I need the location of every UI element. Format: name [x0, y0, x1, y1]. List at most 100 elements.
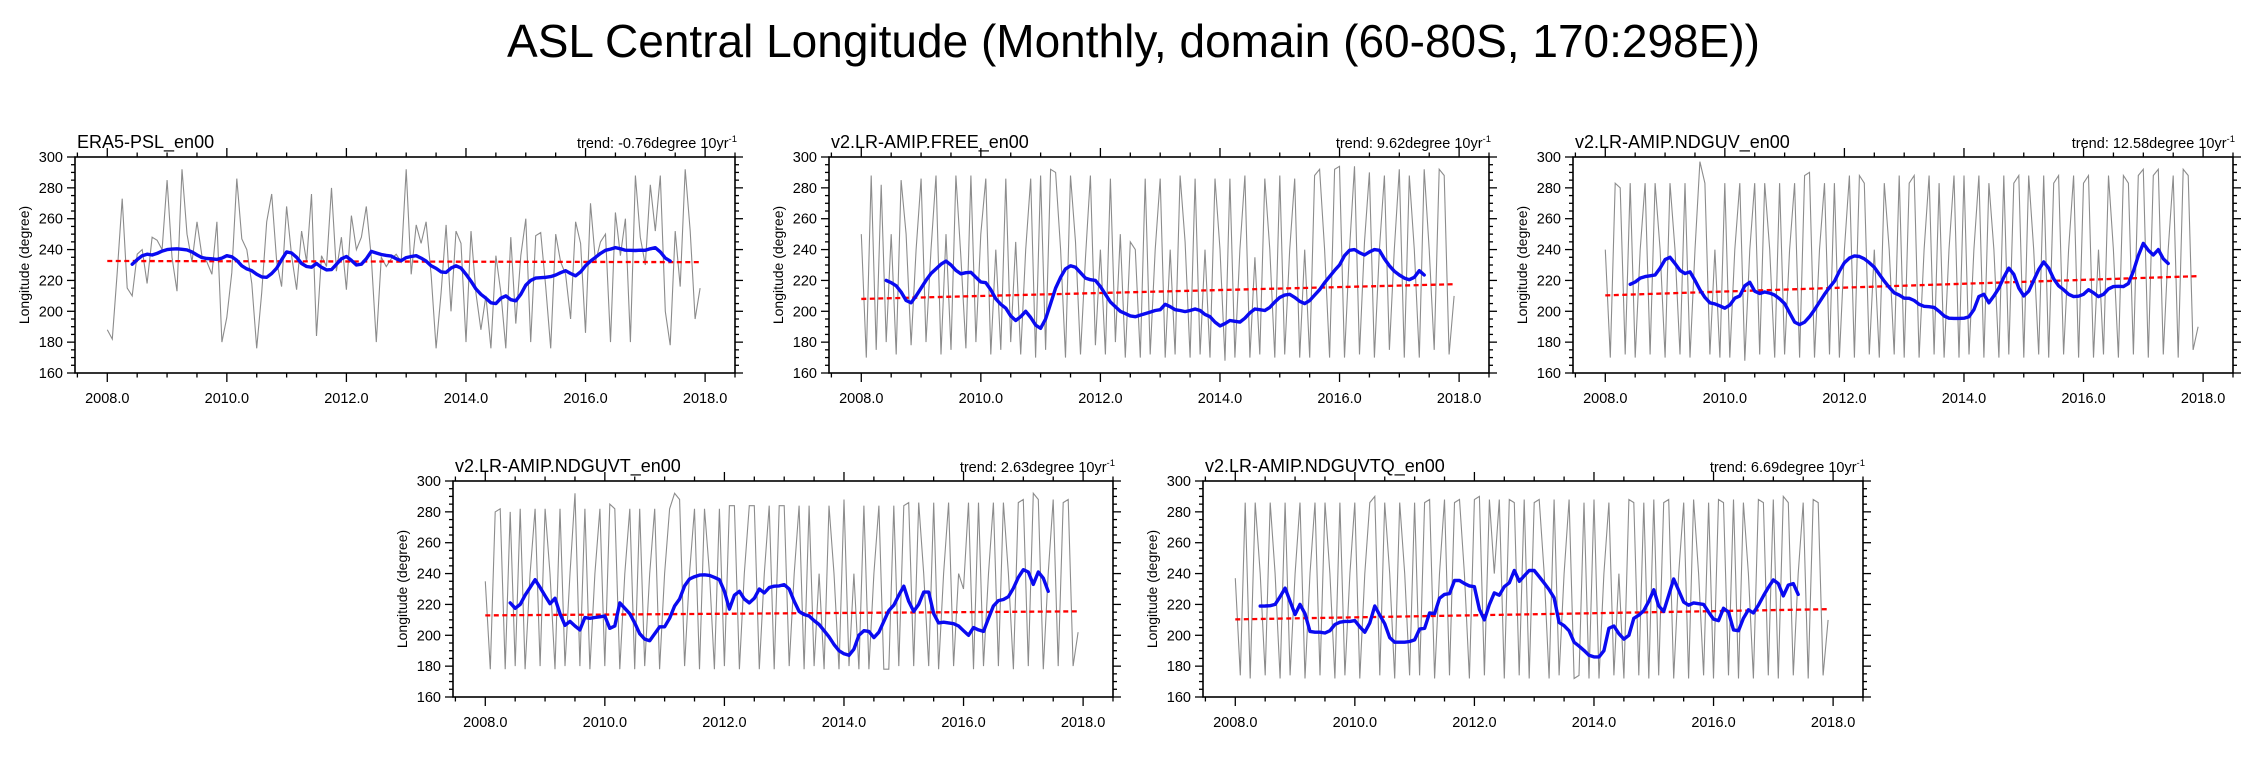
y-tick-label: 260 [39, 212, 63, 228]
x-tick-label: 2014.0 [1572, 715, 1616, 731]
smoothed-line [1258, 568, 1800, 659]
axis-ticks [445, 472, 1121, 706]
y-axis-label: Longitude (degree) [770, 206, 786, 324]
panel-title: v2.LR-AMIP.NDGUVT_en00 [455, 456, 681, 477]
y-tick-label: 220 [793, 273, 817, 289]
y-tick-label: 260 [1537, 212, 1561, 228]
monthly-line [860, 165, 1455, 361]
trend-line [485, 610, 1079, 617]
y-tick-label: 160 [793, 366, 817, 382]
monthly-line [484, 491, 1079, 670]
y-tick-label: 240 [39, 243, 63, 259]
x-tick-label: 2012.0 [1452, 715, 1496, 731]
x-tick-label: 2008.0 [85, 391, 129, 407]
panel-v2.LR-AMIP.FREE_en00: 160 180 200 220 240 260 280 300 2008.0 2010.0 2012… [770, 132, 1497, 407]
x-tick-label: 2018.0 [1061, 715, 1105, 731]
x-tick-label: 2012.0 [1078, 391, 1122, 407]
x-tick-label: 2008.0 [839, 391, 883, 407]
x-tick-label: 2016.0 [941, 715, 985, 731]
y-tick-label: 180 [39, 335, 63, 351]
x-tick-label: 2014.0 [444, 391, 488, 407]
y-tick-label: 260 [793, 212, 817, 228]
y-tick-label: 240 [1537, 243, 1561, 259]
y-axis-label: Longitude (degree) [16, 206, 32, 324]
y-axis-label: Longitude (degree) [1144, 530, 1160, 648]
y-tick-label: 200 [39, 304, 63, 320]
y-tick-label: 280 [39, 181, 63, 197]
panel-v2.LR-AMIP.NDGUVTQ_en00: 160 180 200 220 240 260 280 300 2008.0 2010.0 2012… [1144, 456, 1871, 731]
y-tick-label: 300 [1537, 150, 1561, 166]
axis-ticks [821, 148, 1497, 382]
y-tick-label: 280 [793, 181, 817, 197]
y-tick-label: 200 [1537, 304, 1561, 320]
y-tick-label: 220 [1167, 597, 1191, 613]
x-tick-label: 2008.0 [1583, 391, 1627, 407]
smoothed-line [1628, 241, 2170, 327]
y-tick-label: 220 [1537, 273, 1561, 289]
y-tick-label: 240 [417, 567, 441, 583]
x-tick-label: 2018.0 [683, 391, 727, 407]
y-tick-label: 200 [417, 628, 441, 644]
y-tick-label: 220 [417, 597, 441, 613]
y-tick-label: 200 [793, 304, 817, 320]
x-tick-label: 2012.0 [1822, 391, 1866, 407]
panel-ERA5-PSL_en00: 160 180 200 220 240 260 280 300 2008.0 2010.0 2012… [16, 132, 743, 407]
y-tick-label: 300 [417, 474, 441, 490]
y-tick-label: 300 [793, 150, 817, 166]
figure-title: ASL Central Longitude (Monthly, domain (… [507, 15, 1760, 67]
smoothed-line [884, 247, 1426, 331]
y-tick-label: 160 [417, 690, 441, 706]
x-tick-label: 2012.0 [702, 715, 746, 731]
y-tick-label: 160 [1167, 690, 1191, 706]
x-tick-label: 2010.0 [959, 391, 1003, 407]
x-tick-label: 2016.0 [1691, 715, 1735, 731]
monthly-line [1234, 494, 1829, 680]
panel-title: v2.LR-AMIP.NDGUV_en00 [1575, 132, 1790, 153]
smoothed-line [130, 245, 672, 306]
y-tick-label: 160 [1537, 366, 1561, 382]
axis-ticks [1195, 472, 1871, 706]
x-tick-label: 2018.0 [1437, 391, 1481, 407]
y-tick-label: 240 [793, 243, 817, 259]
trend-line [1235, 608, 1829, 621]
x-tick-label: 2014.0 [1942, 391, 1986, 407]
x-tick-label: 2010.0 [1333, 715, 1377, 731]
x-tick-label: 2014.0 [822, 715, 866, 731]
y-tick-label: 160 [39, 366, 63, 382]
trend-label: trend: 6.69degree 10yr-1 [1710, 458, 1865, 476]
panel-title: v2.LR-AMIP.FREE_en00 [831, 132, 1029, 153]
panel-v2.LR-AMIP.NDGUV_en00: 160 180 200 220 240 260 280 300 2008.0 2010.0 2012… [1514, 132, 2241, 407]
y-axis-label: Longitude (degree) [394, 530, 410, 648]
monthly-line [1604, 161, 2199, 361]
x-tick-label: 2016.0 [563, 391, 607, 407]
y-tick-label: 180 [793, 335, 817, 351]
trend-line [861, 283, 1455, 301]
x-tick-label: 2010.0 [205, 391, 249, 407]
y-tick-label: 180 [1167, 659, 1191, 675]
panel-v2.LR-AMIP.NDGUVT_en00: 160 180 200 220 240 260 280 300 2008.0 2010.0 2012… [394, 456, 1121, 731]
x-tick-label: 2010.0 [1703, 391, 1747, 407]
y-tick-label: 300 [39, 150, 63, 166]
trend-label: trend: -0.76degree 10yr-1 [577, 134, 737, 152]
y-tick-label: 280 [1537, 181, 1561, 197]
x-tick-label: 2018.0 [1811, 715, 1855, 731]
y-tick-label: 260 [1167, 536, 1191, 552]
y-tick-label: 200 [1167, 628, 1191, 644]
y-tick-label: 180 [1537, 335, 1561, 351]
trend-label: trend: 2.63degree 10yr-1 [960, 458, 1115, 476]
x-tick-label: 2018.0 [2181, 391, 2225, 407]
y-tick-label: 300 [1167, 474, 1191, 490]
y-tick-label: 280 [1167, 505, 1191, 521]
axis-ticks [1565, 148, 2241, 382]
trend-label: trend: 9.62degree 10yr-1 [1336, 134, 1491, 152]
trend-label: trend: 12.58degree 10yr-1 [2072, 134, 2235, 152]
trend-line [1605, 274, 2199, 297]
x-tick-label: 2016.0 [2061, 391, 2105, 407]
monthly-line [106, 169, 701, 349]
y-tick-label: 180 [417, 659, 441, 675]
x-tick-label: 2008.0 [1213, 715, 1257, 731]
x-tick-label: 2014.0 [1198, 391, 1242, 407]
panel-title: ERA5-PSL_en00 [77, 132, 214, 153]
panel-title: v2.LR-AMIP.NDGUVTQ_en00 [1205, 456, 1445, 477]
